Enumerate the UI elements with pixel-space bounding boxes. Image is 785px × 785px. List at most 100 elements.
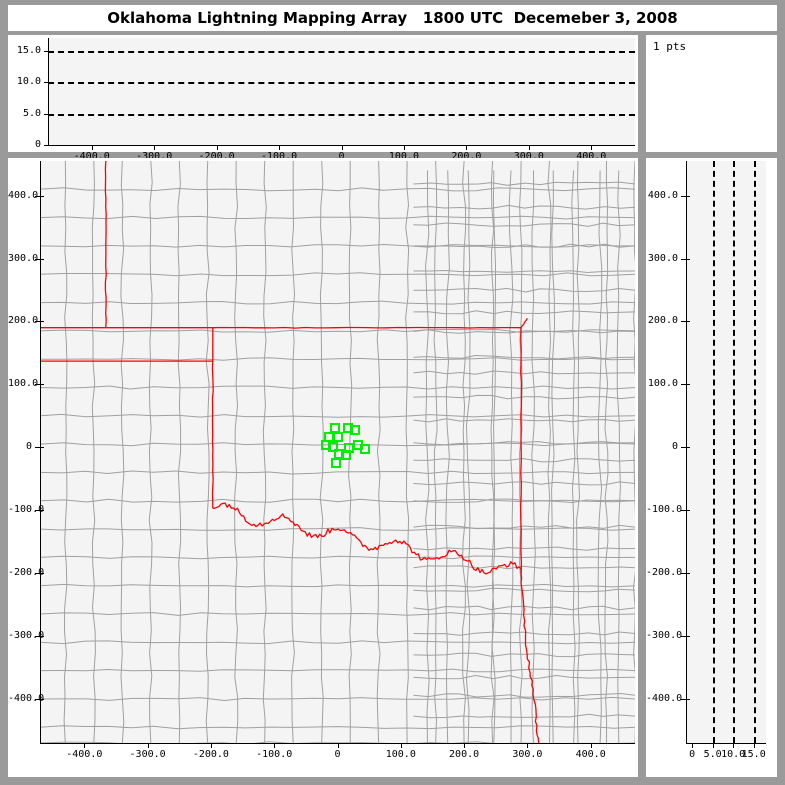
x-tick-label: 400.0 [575, 749, 606, 760]
x-tick-label: 200.0 [449, 749, 480, 760]
x-tick [753, 743, 755, 748]
lightning-source-marker [321, 440, 332, 451]
top-plot-area [48, 38, 635, 145]
y-tick-label: -300.0 [646, 630, 683, 642]
x-tick [147, 743, 149, 748]
x-tick [692, 743, 694, 748]
y-axis-line [686, 161, 687, 743]
map-plot-area [40, 161, 635, 743]
y-tick-label: -100.0 [646, 504, 683, 516]
gridline-horizontal [48, 82, 635, 85]
x-tick-label: 10.0 [721, 749, 746, 760]
y-tick [44, 50, 52, 52]
y-tick-label: -300.0 [8, 630, 45, 642]
y-tick [35, 195, 44, 197]
point-count-label: 1 pts [653, 40, 687, 53]
y-tick-label: 10.0 [16, 76, 41, 88]
y-tick [35, 510, 44, 512]
y-tick [35, 636, 44, 638]
x-tick-label: -200.0 [192, 749, 229, 760]
y-tick [44, 145, 52, 146]
x-tick-label: -400.0 [66, 749, 103, 760]
x-tick-label: 100.0 [388, 151, 419, 162]
y-tick [681, 636, 690, 638]
x-tick-label: 400.0 [576, 151, 607, 162]
map-panel: 400.0 300.0 200.0 100.0 0 -100.0 -200.0 -300.0 -… [8, 158, 638, 777]
y-tick-label: 400.0 [647, 189, 678, 201]
altitude-vs-east-west-panel: 15.0 10.0 5.0 0 -400.0 -300.0 -200.0 -100.0 0 100… [8, 35, 638, 162]
y-tick-label: -200.0 [646, 567, 683, 579]
gridline-vertical [753, 161, 756, 743]
x-tick [527, 743, 529, 748]
y-tick-label: -100.0 [8, 504, 45, 516]
y-tick [35, 384, 44, 386]
y-tick [35, 321, 44, 323]
gridline-horizontal [48, 50, 635, 53]
x-tick [712, 743, 714, 748]
x-tick-label: 0 [338, 151, 345, 162]
y-tick [681, 384, 690, 386]
x-tick-label: 15.0 [741, 749, 766, 760]
x-tick-label: 100.0 [385, 749, 416, 760]
x-tick-label: -200.0 [198, 151, 235, 162]
point-count-panel: 1 pts [646, 35, 777, 152]
gridline-horizontal [48, 113, 635, 116]
x-tick [91, 145, 93, 150]
y-tick-label: 0 [34, 139, 41, 150]
y-tick [681, 321, 690, 323]
lightning-source-marker [328, 441, 339, 452]
y-tick [35, 573, 44, 575]
lightning-source-marker [360, 444, 371, 455]
y-tick [681, 195, 690, 197]
x-tick-label: 200.0 [451, 151, 482, 162]
x-tick [590, 743, 592, 748]
x-tick [733, 743, 735, 748]
x-tick [274, 743, 276, 748]
y-tick-label: 300.0 [8, 252, 39, 264]
y-tick-label: 200.0 [647, 315, 678, 327]
gridline-vertical [712, 161, 715, 743]
oklahoma-county-map [40, 161, 635, 743]
y-tick [681, 258, 690, 260]
right-plot-area [686, 161, 766, 743]
x-tick [341, 145, 343, 150]
lightning-source-marker [330, 458, 341, 468]
x-axis-line [686, 743, 766, 744]
x-tick-label: -100.0 [256, 749, 293, 760]
x-tick-label: -300.0 [136, 151, 173, 162]
y-tick-label: 300.0 [647, 252, 678, 264]
y-tick-label: -400.0 [646, 692, 683, 704]
x-tick [279, 145, 281, 150]
lightning-source-marker [350, 425, 361, 436]
y-tick [681, 698, 690, 700]
y-tick-label: 0 [671, 441, 678, 453]
x-tick-label: 5.0 [703, 749, 722, 760]
y-tick [681, 447, 690, 449]
y-tick-label: 100.0 [647, 378, 678, 390]
north-south-vs-altitude-panel: 400.0 300.0 200.0 100.0 0 -100.0 -200.0 -300.0 -… [646, 158, 777, 777]
x-tick [591, 145, 593, 150]
x-tick-label: -400.0 [73, 151, 110, 162]
y-tick-label: 15.0 [16, 44, 41, 56]
x-tick-label: -100.0 [260, 151, 298, 162]
x-tick-label: -300.0 [129, 749, 166, 760]
x-tick [84, 743, 86, 748]
x-tick-label: 300.0 [512, 749, 543, 760]
page-title: Oklahoma Lightning Mapping Array 1800 UT… [107, 9, 678, 27]
y-tick-label: -200.0 [8, 567, 45, 579]
x-tick [464, 743, 466, 748]
y-axis-line [40, 161, 41, 743]
x-tick [154, 145, 156, 150]
y-tick-label: 200.0 [8, 315, 39, 327]
lightning-source-marker [341, 450, 352, 461]
x-tick [210, 743, 212, 748]
title-bar: Oklahoma Lightning Mapping Array 1800 UT… [8, 5, 777, 31]
y-tick [44, 113, 52, 115]
y-tick [35, 447, 44, 449]
lightning-source-marker [333, 431, 344, 442]
x-tick-label: 0 [689, 749, 696, 760]
x-tick [337, 743, 339, 748]
x-tick-label: 0 [334, 749, 341, 760]
y-tick-label: 5.0 [22, 107, 41, 119]
